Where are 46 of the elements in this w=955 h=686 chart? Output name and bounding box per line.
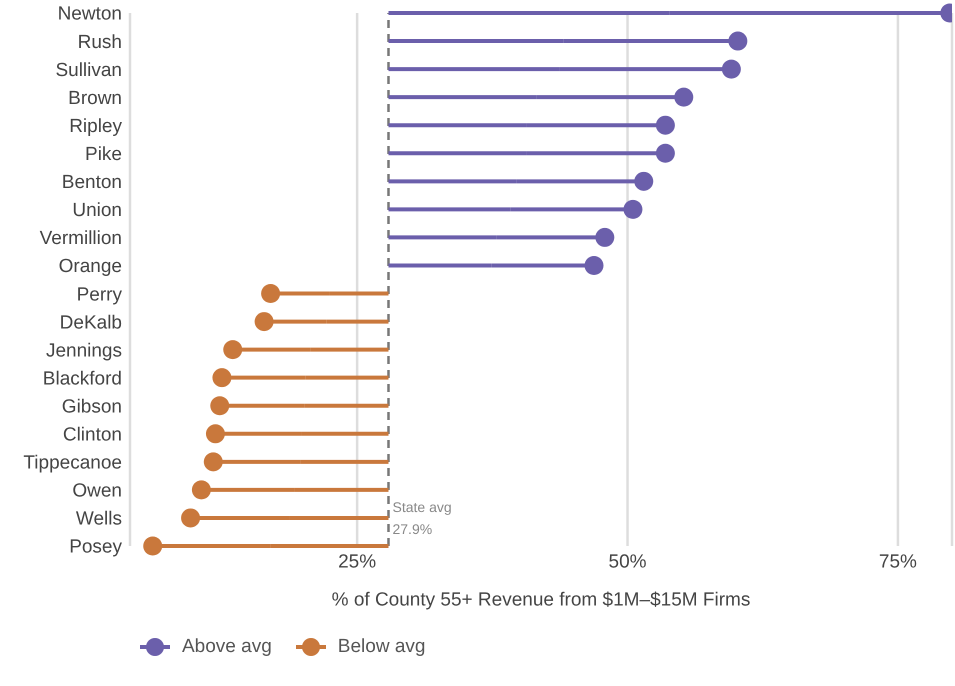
x-tick-label: 50%: [608, 551, 647, 572]
point: [254, 312, 274, 332]
y-tick-label: Orange: [58, 256, 122, 278]
point: [192, 480, 211, 500]
x-tick-label: 25%: [338, 551, 376, 572]
y-tick-label: Perry: [76, 284, 122, 306]
point: [261, 284, 280, 304]
point: [656, 144, 675, 163]
y-tick-label: Blackford: [42, 368, 122, 390]
x-axis-title: % of County 55+ Revenue from $1M–$15M Firms: [332, 589, 750, 610]
ref-line-label: State avg 27.9%: [392, 499, 452, 537]
y-tick-label: Jennings: [46, 340, 122, 362]
y-tick-label: Ripley: [69, 116, 122, 137]
y-tick-label: Clinton: [62, 424, 122, 446]
point: [674, 88, 694, 107]
y-tick-label: Tippecanoe: [23, 452, 122, 474]
point: [728, 32, 748, 51]
y-tick-label: Benton: [62, 172, 122, 194]
point: [206, 424, 225, 444]
legend-label: Below avg: [336, 636, 426, 658]
point: [623, 200, 642, 219]
point: [722, 60, 741, 79]
y-tick-label: Pike: [85, 144, 122, 166]
y-tick-label: Union: [72, 200, 122, 222]
y-tick-label: Posey: [69, 536, 122, 558]
point: [223, 340, 242, 360]
point: [595, 228, 614, 247]
point: [143, 536, 162, 556]
y-tick-label: DeKalb: [60, 312, 122, 334]
point: [204, 452, 223, 472]
y-tick-label: Vermillion: [40, 228, 122, 250]
point: [181, 508, 200, 528]
y-tick-label: Brown: [68, 88, 122, 109]
point: [656, 116, 675, 135]
y-tick-label: Newton: [58, 4, 122, 25]
y-tick-label: Gibson: [62, 396, 122, 418]
y-tick-label: Wells: [76, 508, 122, 530]
x-tick-label: 75%: [878, 551, 918, 572]
point: [634, 172, 654, 191]
legend-label: Above avg: [181, 636, 272, 658]
point: [212, 368, 232, 388]
point: [210, 396, 230, 416]
y-tick-label: Sullivan: [55, 60, 122, 81]
point: [584, 256, 604, 275]
y-tick-label: Rush: [78, 32, 122, 53]
y-tick-label: Owen: [72, 480, 122, 502]
